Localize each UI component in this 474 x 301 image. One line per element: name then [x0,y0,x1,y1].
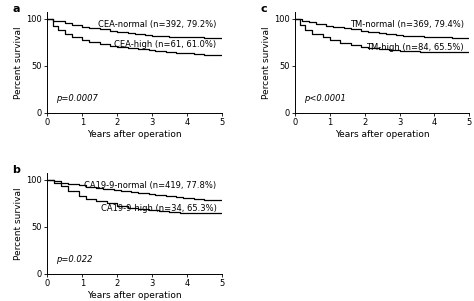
Text: p=0.0007: p=0.0007 [56,94,98,103]
Text: c: c [260,4,267,14]
Text: CA19-9-normal (n=419, 77.8%): CA19-9-normal (n=419, 77.8%) [84,181,217,190]
X-axis label: Years after operation: Years after operation [87,130,182,139]
Y-axis label: Percent survival: Percent survival [262,26,271,99]
Text: b: b [12,165,20,175]
Text: CEA-normal (n=392, 79.2%): CEA-normal (n=392, 79.2%) [98,20,217,29]
Y-axis label: Percent survival: Percent survival [14,187,23,260]
Text: CEA-high (n=61, 61.0%): CEA-high (n=61, 61.0%) [114,40,217,49]
Text: p<0.0001: p<0.0001 [304,94,346,103]
Text: a: a [12,4,20,14]
Text: CA19-9-high (n=34, 65.3%): CA19-9-high (n=34, 65.3%) [100,204,217,213]
X-axis label: Years after operation: Years after operation [87,291,182,300]
Text: p=0.022: p=0.022 [56,255,92,264]
Text: TM-normal (n=369, 79.4%): TM-normal (n=369, 79.4%) [350,20,464,29]
Text: TM-high (n=84, 65.5%): TM-high (n=84, 65.5%) [366,43,464,52]
X-axis label: Years after operation: Years after operation [335,130,429,139]
Y-axis label: Percent survival: Percent survival [14,26,23,99]
